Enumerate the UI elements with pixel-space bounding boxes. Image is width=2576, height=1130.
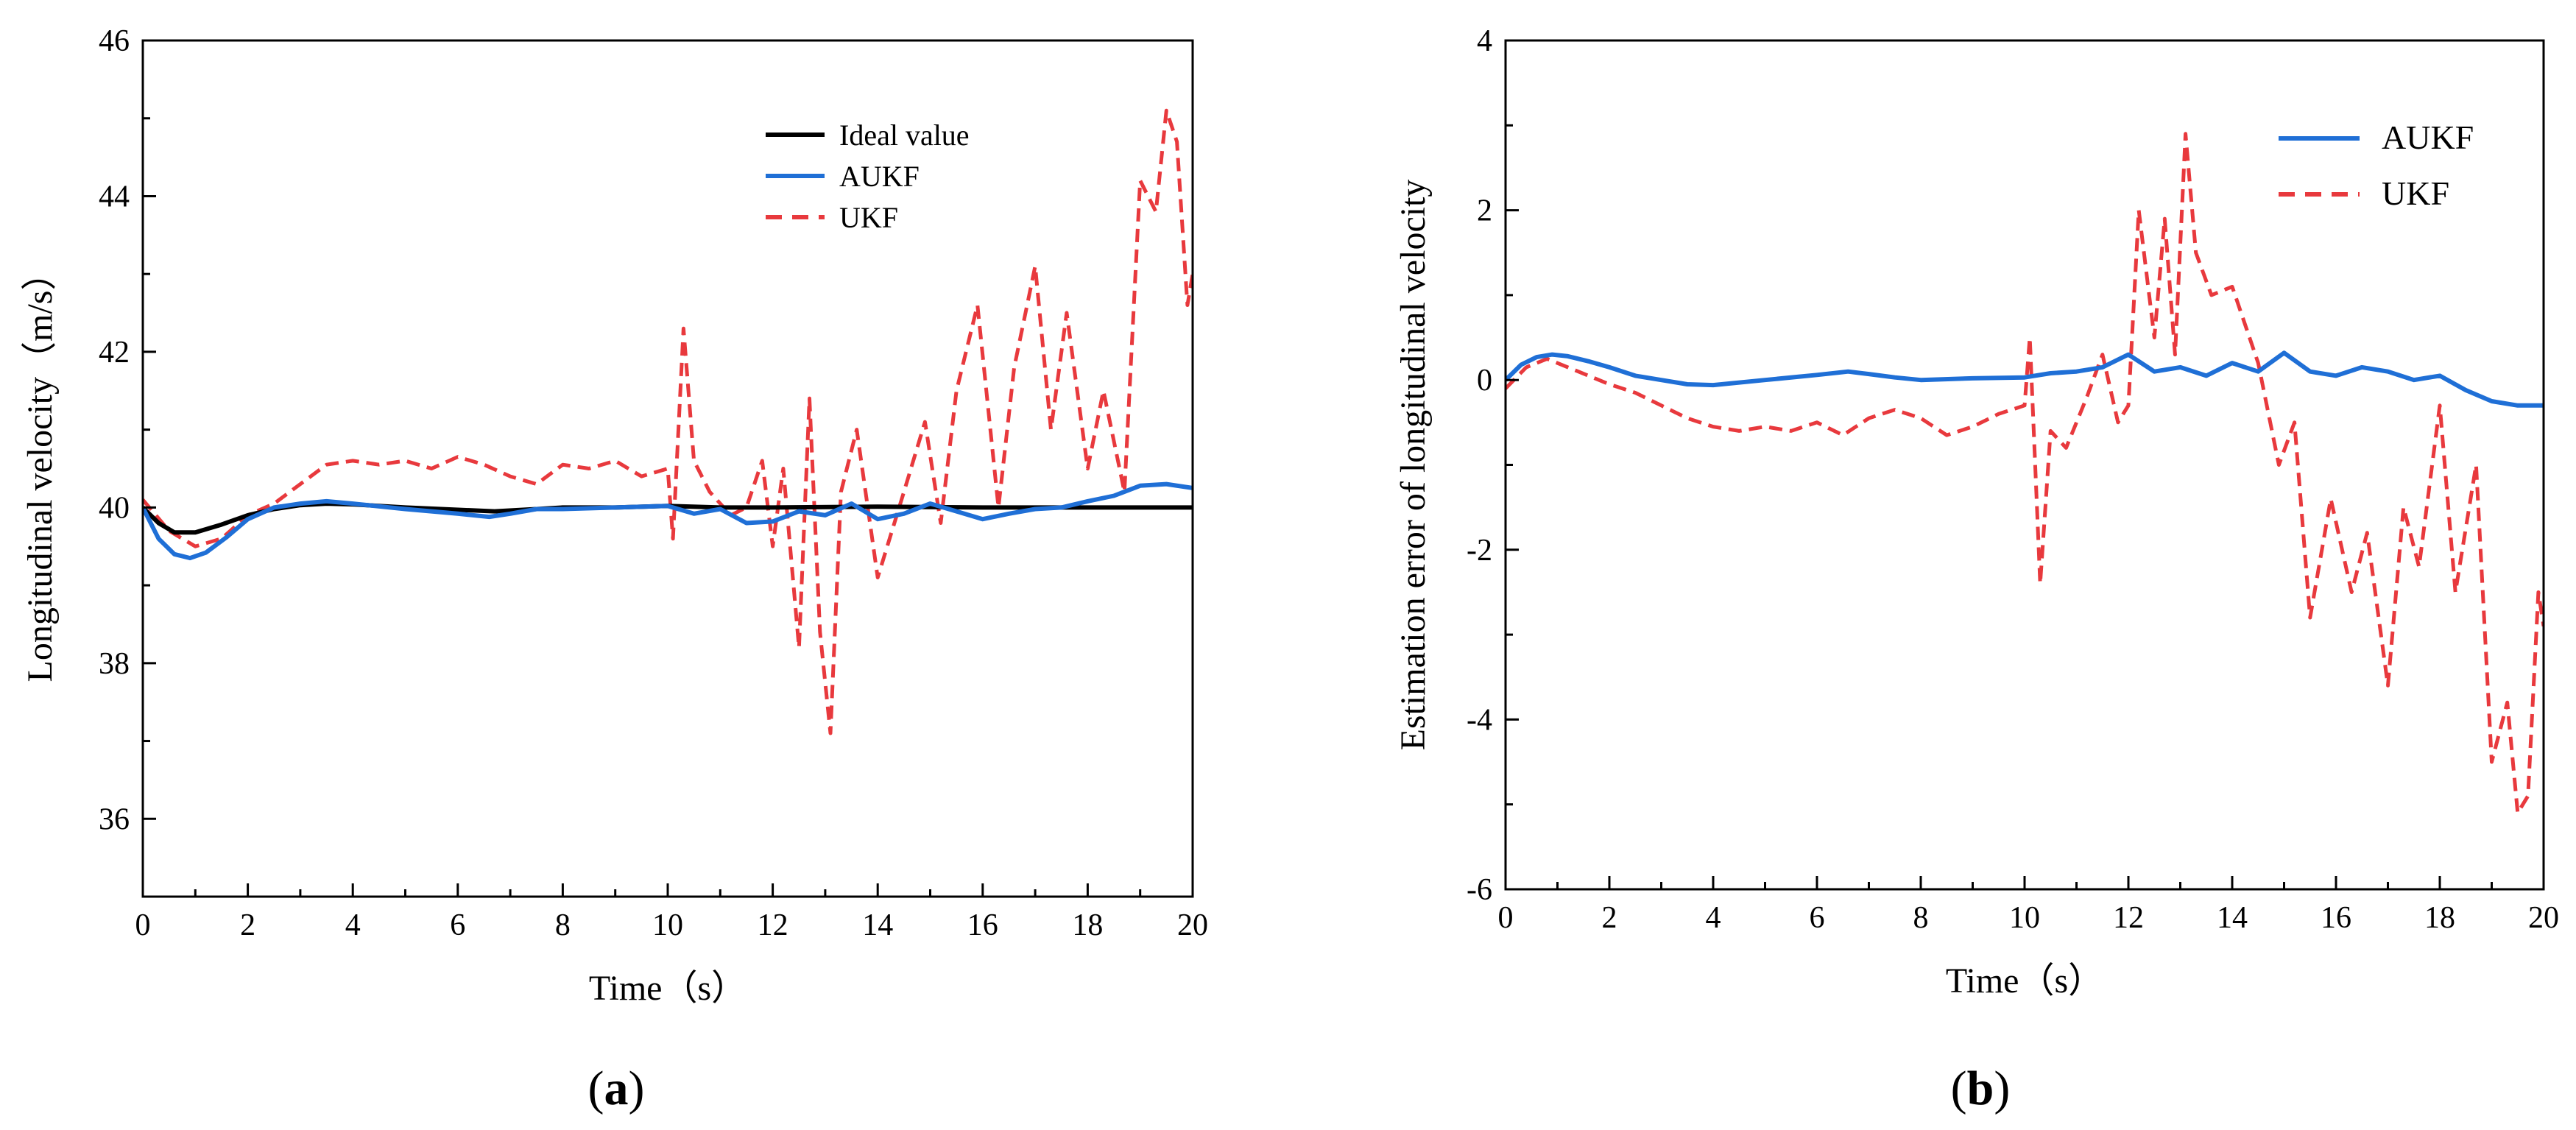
legend-label-ideal-value: Ideal value [839,119,970,152]
legend-label-aukf: AUKF [2382,119,2474,156]
x-tick-label: 6 [1810,901,1825,935]
x-tick-label: 20 [1177,908,1208,942]
x-tick-label: 8 [555,908,571,942]
legend-label-aukf: AUKF [839,160,920,193]
x-tick-label: 8 [1913,901,1929,935]
y-tick-label: 40 [99,491,130,525]
x-tick-label: 10 [2009,901,2040,935]
series-group [143,108,1193,735]
x-tick-label: 4 [345,908,361,942]
x-tick-label: 18 [2424,901,2455,935]
chart-panel-b: 0 2 4 6 8 10 12 14 16 18 20 -6 -4 -2 0 2 4 Time（s） Estimat… [1394,24,2559,1000]
y-tick-label: -6 [1467,873,1492,907]
x-tick-label: 20 [2528,901,2559,935]
series-line-ukf [1506,132,2544,815]
x-tick-label: 18 [1072,908,1103,942]
y-tick-label: 46 [99,24,130,58]
y-tick-label: 44 [99,180,130,213]
x-tick-label: 14 [862,908,893,942]
y-tick-label: 38 [99,647,130,681]
x-tick-label: 16 [2321,901,2351,935]
x-tick-label: 14 [2217,901,2248,935]
x-axis-title: Time（s） [589,969,747,1008]
x-tick-label: 4 [1706,901,1721,935]
x-tick-label: 2 [240,908,255,942]
y-axis-title: Estimation error of longitudinal velocit… [1394,180,1433,751]
panel-label-a: (a) [588,1062,645,1115]
x-tick-label: 6 [450,908,465,942]
series-line-aukf [1506,350,2544,408]
y-tick-label: 4 [1477,24,1492,58]
legend-label-ukf: UKF [2382,174,2449,212]
x-tick-label: 0 [1498,901,1514,935]
y-tick-label: 2 [1477,194,1492,228]
y-axis-title: Longitudinal velocity（m/s） [21,255,60,682]
series-group [1506,132,2544,815]
y-tick-label: 0 [1477,364,1492,398]
y-tick-label: 36 [99,802,130,836]
legend-label-ukf: UKF [839,201,898,234]
x-tick-label: 12 [2113,901,2144,935]
x-tick-label: 16 [967,908,998,942]
x-tick-label: 2 [1602,901,1617,935]
plot-frame [141,39,1194,898]
chart-panel-a: 0 2 4 6 8 10 12 14 16 18 20363840424446Time（s）Long… [21,24,1208,1008]
x-tick-label: 10 [652,908,683,942]
x-tick-label: 12 [758,908,788,942]
panel-label-b: (b) [1951,1062,2011,1115]
legend: Ideal value AUKF UKF [766,119,970,234]
series-line-ukf [143,108,1193,735]
series-line-aukf [143,481,1193,561]
x-tick-label: 0 [135,908,151,942]
legend: AUKF UKF [2279,119,2474,212]
x-axis-title: Time（s） [1946,961,2103,1000]
plot-frame [1504,39,2545,891]
series-line-ideal-value [143,501,1193,535]
y-tick-label: -4 [1467,703,1492,737]
y-tick-label: 42 [99,336,130,370]
y-tick-label: -2 [1467,534,1492,568]
